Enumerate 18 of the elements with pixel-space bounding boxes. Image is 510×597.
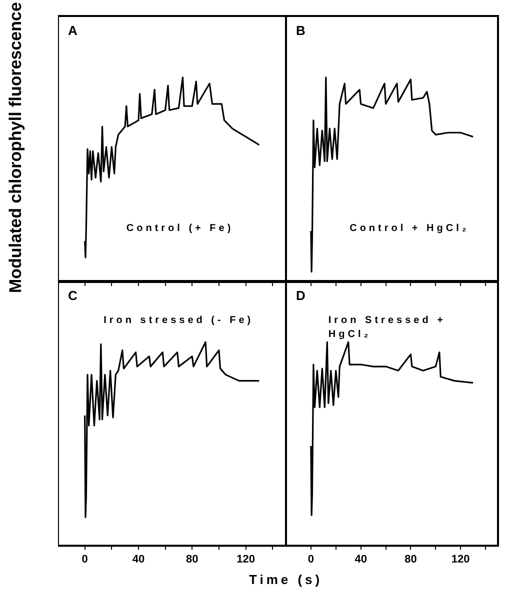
x-tick-label: 0 [82, 553, 88, 566]
text: D [296, 288, 306, 303]
x-tick-label: 120 [236, 553, 255, 566]
text: A [68, 23, 78, 38]
annotation: Control (+ Fe) [126, 222, 235, 236]
x-tick-label: 80 [186, 553, 198, 566]
y-axis-title: Modulated chlorophyll fluorescence [6, 2, 26, 293]
x-tick-label: 0 [308, 553, 314, 566]
text: Iron stressed (- Fe) [104, 314, 255, 328]
x-tick-label: 40 [354, 553, 367, 566]
text: C [68, 288, 78, 303]
annotation: Control + HgCl₂ [350, 222, 470, 236]
x-tick-label: 120 [451, 553, 470, 566]
x-axis-title: Time (s) [249, 572, 323, 587]
x-tick-label: 80 [404, 553, 417, 566]
text: B [296, 23, 306, 38]
text: Iron Stressed + HgCl₂ [328, 314, 447, 342]
x-tick-label: 40 [132, 553, 145, 566]
